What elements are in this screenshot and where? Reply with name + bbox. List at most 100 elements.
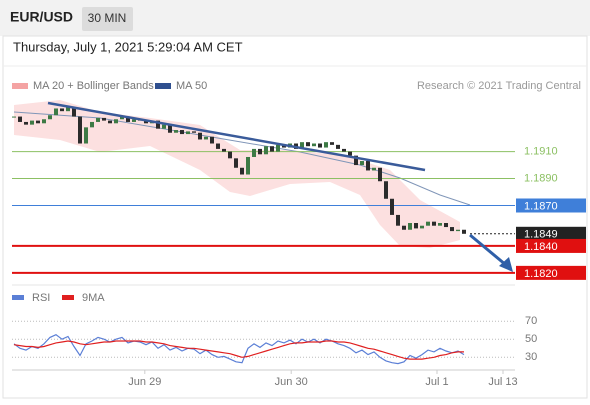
series-line [13,334,465,365]
candle [204,136,208,140]
candle [90,121,94,128]
candle [132,119,136,122]
forecast-arrow [469,233,507,267]
candle [30,120,34,125]
candle [186,131,190,135]
candle [228,151,232,159]
candle [420,225,424,229]
candle [114,119,118,124]
rsi-panel: 30 50 70 Jun 29 Jun 30 Jul 1 Jul 13 [12,315,537,388]
x-tick-label: Jun 30 [275,376,308,388]
candle [450,227,454,232]
level-label: 1.1870 [524,200,558,212]
legend-label: 9MA [82,292,105,304]
trendline [47,101,426,172]
legend-label: MA 50 [176,80,207,92]
level-label: 1.1910 [524,146,558,158]
candle [252,148,256,157]
candle [210,136,214,144]
timeframe[interactable]: 30 MIN [88,11,127,25]
legend-label: RSI [32,292,50,304]
timeframe-button[interactable] [82,7,133,31]
legend-swatch [62,295,74,300]
candle [72,107,76,117]
legend-label: MA 20 + Bollinger Bands [33,80,154,92]
candle [222,148,226,152]
candle [444,223,448,228]
candle [366,161,370,171]
x-tick-label: Jun 29 [128,376,161,388]
candle [234,158,238,168]
candle [246,156,250,175]
frame [2,35,588,399]
level-label: 1.1849 [524,229,558,241]
level-label: 1.1820 [524,268,558,280]
candle [312,143,316,147]
candle [78,116,82,144]
y-tick-label: 30 [525,351,537,363]
candle [408,223,412,230]
candle [432,221,436,226]
candle [18,116,22,122]
candle [438,223,442,226]
candle [36,120,40,124]
candle [414,223,418,229]
candle [300,142,304,149]
candle [144,120,148,124]
candle [174,130,178,133]
candle [180,130,184,135]
candle [120,116,124,120]
x-tick-label: Jul 1 [425,376,448,388]
candle [462,229,466,234]
candle [354,155,358,166]
legend-swatch [12,295,24,300]
credit: Research © 2021 Trading Central [417,80,581,92]
candle [48,115,52,120]
candle [12,116,16,118]
candle [54,108,58,116]
level-box [516,265,586,280]
candle [396,214,400,226]
bollinger-band [14,100,460,248]
candle [168,124,172,133]
candle [198,132,202,140]
candle [402,225,406,230]
candle [330,142,334,145]
candle [270,146,274,152]
candle [378,167,382,182]
candle [108,120,112,124]
candle [96,117,100,122]
candle [240,167,244,175]
candle [216,143,220,149]
candle [372,167,376,171]
candle [426,221,430,226]
candle [456,229,460,232]
x-tick-label: Jul 13 [488,376,517,388]
level-label: 1.1840 [524,241,558,253]
level-box [516,238,586,253]
legend-swatch [155,83,171,89]
candle [324,142,328,148]
y-tick-label: 50 [525,333,537,345]
candle [156,120,160,129]
candle [60,108,64,112]
candle [102,117,106,121]
candle [348,151,352,156]
candle [306,142,310,147]
candle [192,131,196,133]
candle [66,107,70,112]
y-tick-label: 70 [525,315,537,327]
candle [336,144,340,149]
candle [342,148,346,152]
candle [84,127,88,144]
symbol: EUR/USD [10,9,73,25]
candle [276,144,280,152]
candle [384,181,388,199]
candle [258,148,262,155]
candle [390,198,394,215]
candle [42,119,46,124]
level-label: 1.1890 [524,172,558,184]
